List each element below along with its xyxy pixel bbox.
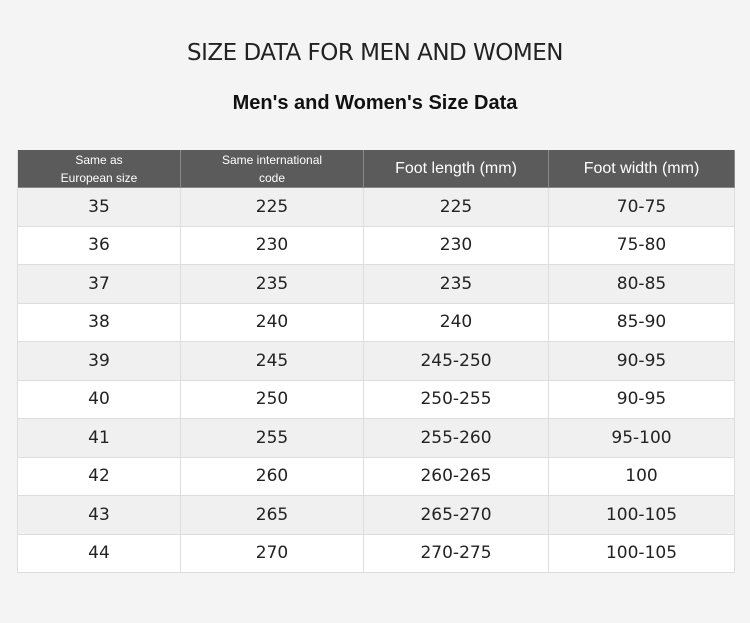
table-cell: 225 bbox=[364, 188, 549, 227]
table-cell: 100-105 bbox=[549, 496, 735, 535]
table-cell: 245 bbox=[181, 342, 364, 381]
table-cell: 260 bbox=[181, 457, 364, 496]
table-cell: 70-75 bbox=[549, 188, 735, 227]
title: SIZE DATA FOR MEN AND WOMEN bbox=[187, 40, 563, 66]
column-header: Same international code bbox=[181, 150, 364, 188]
table-cell: 43 bbox=[18, 496, 181, 535]
table-cell: 42 bbox=[18, 457, 181, 496]
table-cell: 85-90 bbox=[549, 303, 735, 342]
table-cell: 36 bbox=[18, 226, 181, 265]
table-cell: 90-95 bbox=[549, 380, 735, 419]
table-cell: 235 bbox=[181, 265, 364, 304]
column-header: Same as European size bbox=[18, 150, 181, 188]
table-cell: 250 bbox=[181, 380, 364, 419]
table-cell: 250-255 bbox=[364, 380, 549, 419]
table-cell: 265 bbox=[181, 496, 364, 535]
table-cell: 240 bbox=[364, 303, 549, 342]
table-cell: 80-85 bbox=[549, 265, 735, 304]
table-cell: 95-100 bbox=[549, 419, 735, 458]
table-cell: 270-275 bbox=[364, 534, 549, 573]
table-cell: 240 bbox=[181, 303, 364, 342]
subtitle: Men's and Women's Size Data bbox=[232, 92, 518, 114]
table-cell: 38 bbox=[18, 303, 181, 342]
table-cell: 44 bbox=[18, 534, 181, 573]
table-cell: 75-80 bbox=[549, 226, 735, 265]
size-table: Same as European size Same international … bbox=[17, 150, 735, 573]
column-header: Foot width (mm) bbox=[549, 150, 735, 188]
table-cell: 37 bbox=[18, 265, 181, 304]
table-cell: 225 bbox=[181, 188, 364, 227]
table-cell: 39 bbox=[18, 342, 181, 381]
table-cell: 260-265 bbox=[364, 457, 549, 496]
table-cell: 270 bbox=[181, 534, 364, 573]
table-cell: 255-260 bbox=[364, 419, 549, 458]
table-cell: 265-270 bbox=[364, 496, 549, 535]
table-cell: 235 bbox=[364, 265, 549, 304]
table-cell: 230 bbox=[364, 226, 549, 265]
table-cell: 35 bbox=[18, 188, 181, 227]
table-cell: 40 bbox=[18, 380, 181, 419]
table-cell: 255 bbox=[181, 419, 364, 458]
table-cell: 230 bbox=[181, 226, 364, 265]
column-header: Foot length (mm) bbox=[364, 150, 549, 188]
table-cell: 100-105 bbox=[549, 534, 735, 573]
table-cell: 41 bbox=[18, 419, 181, 458]
table-cell: 100 bbox=[549, 457, 735, 496]
table-cell: 245-250 bbox=[364, 342, 549, 381]
table-cell: 90-95 bbox=[549, 342, 735, 381]
